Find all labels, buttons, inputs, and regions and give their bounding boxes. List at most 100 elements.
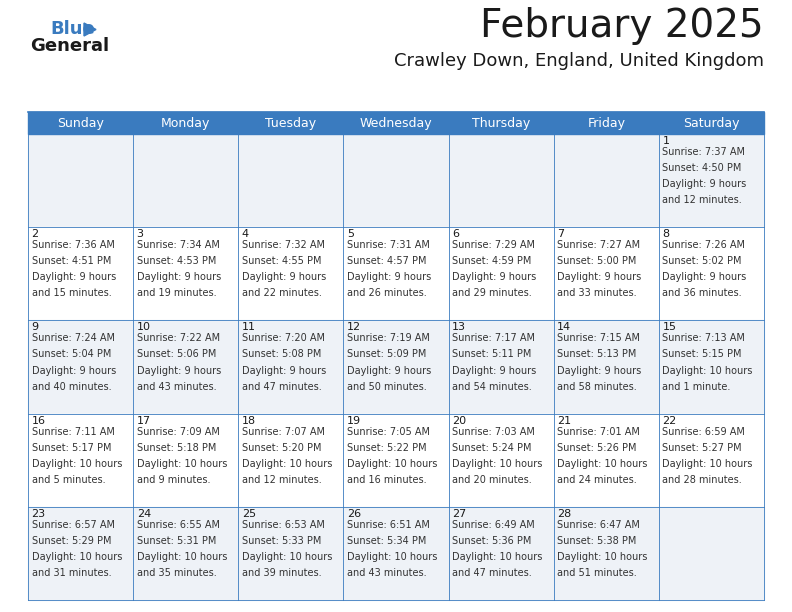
Text: Sunset: 5:09 PM: Sunset: 5:09 PM [347,349,426,359]
Text: Blue: Blue [50,20,95,38]
Text: Sunday: Sunday [57,116,104,130]
Text: and 31 minutes.: and 31 minutes. [32,568,111,578]
Bar [28,134,764,227]
Text: and 28 minutes.: and 28 minutes. [662,475,742,485]
Text: and 54 minutes.: and 54 minutes. [452,382,531,392]
Text: Sunrise: 7:11 AM: Sunrise: 7:11 AM [32,427,114,436]
Text: and 22 minutes.: and 22 minutes. [242,288,322,299]
Text: Daylight: 9 hours: Daylight: 9 hours [662,179,747,189]
Text: and 26 minutes.: and 26 minutes. [347,288,427,299]
Text: Sunrise: 7:09 AM: Sunrise: 7:09 AM [137,427,219,436]
Text: Daylight: 9 hours: Daylight: 9 hours [662,272,747,282]
Text: Daylight: 10 hours: Daylight: 10 hours [32,552,122,562]
Text: 3: 3 [137,230,143,239]
Text: Sunrise: 6:57 AM: Sunrise: 6:57 AM [32,520,115,530]
Text: and 9 minutes.: and 9 minutes. [137,475,210,485]
Text: Daylight: 9 hours: Daylight: 9 hours [242,272,326,282]
Bar [28,227,764,321]
Text: and 29 minutes.: and 29 minutes. [452,288,531,299]
Text: Daylight: 10 hours: Daylight: 10 hours [662,459,752,469]
Text: and 58 minutes.: and 58 minutes. [558,382,637,392]
Text: and 47 minutes.: and 47 minutes. [452,568,531,578]
Text: Sunset: 4:59 PM: Sunset: 4:59 PM [452,256,531,266]
Text: Sunrise: 7:05 AM: Sunrise: 7:05 AM [347,427,430,436]
Text: 19: 19 [347,416,361,425]
Text: Sunset: 5:27 PM: Sunset: 5:27 PM [662,442,742,453]
Text: Wednesday: Wednesday [360,116,432,130]
Text: Sunset: 5:17 PM: Sunset: 5:17 PM [32,442,111,453]
Text: Sunrise: 6:59 AM: Sunrise: 6:59 AM [662,427,745,436]
Text: Daylight: 9 hours: Daylight: 9 hours [347,272,431,282]
Text: Sunrise: 7:26 AM: Sunrise: 7:26 AM [662,240,745,250]
Text: General: General [30,37,109,55]
Text: Sunrise: 7:19 AM: Sunrise: 7:19 AM [347,334,430,343]
Text: Sunset: 5:11 PM: Sunset: 5:11 PM [452,349,531,359]
Text: and 12 minutes.: and 12 minutes. [662,195,742,205]
Text: and 20 minutes.: and 20 minutes. [452,475,531,485]
Text: 17: 17 [137,416,150,425]
Text: Sunrise: 7:03 AM: Sunrise: 7:03 AM [452,427,535,436]
Text: Sunset: 4:51 PM: Sunset: 4:51 PM [32,256,111,266]
Text: Sunset: 5:06 PM: Sunset: 5:06 PM [137,349,216,359]
Text: Sunrise: 7:20 AM: Sunrise: 7:20 AM [242,334,325,343]
Text: Sunrise: 7:31 AM: Sunrise: 7:31 AM [347,240,430,250]
Text: 4: 4 [242,230,249,239]
Text: and 33 minutes.: and 33 minutes. [558,288,637,299]
Text: Sunset: 5:20 PM: Sunset: 5:20 PM [242,442,322,453]
Text: Sunrise: 6:47 AM: Sunrise: 6:47 AM [558,520,640,530]
Text: and 12 minutes.: and 12 minutes. [242,475,322,485]
Text: 16: 16 [32,416,45,425]
Text: Sunset: 5:34 PM: Sunset: 5:34 PM [347,536,426,546]
Text: Daylight: 9 hours: Daylight: 9 hours [137,365,221,376]
Text: Daylight: 9 hours: Daylight: 9 hours [558,272,642,282]
Text: Sunset: 4:53 PM: Sunset: 4:53 PM [137,256,216,266]
Text: Sunrise: 7:13 AM: Sunrise: 7:13 AM [662,334,745,343]
Text: Daylight: 9 hours: Daylight: 9 hours [347,365,431,376]
Text: Daylight: 10 hours: Daylight: 10 hours [347,552,437,562]
Text: and 24 minutes.: and 24 minutes. [558,475,637,485]
Text: Daylight: 9 hours: Daylight: 9 hours [452,365,536,376]
Text: 7: 7 [558,230,565,239]
Text: Sunset: 5:18 PM: Sunset: 5:18 PM [137,442,216,453]
Text: and 39 minutes.: and 39 minutes. [242,568,322,578]
Text: and 51 minutes.: and 51 minutes. [558,568,637,578]
Text: 8: 8 [662,230,669,239]
Text: and 40 minutes.: and 40 minutes. [32,382,111,392]
Text: Sunset: 5:00 PM: Sunset: 5:00 PM [558,256,637,266]
Text: and 19 minutes.: and 19 minutes. [137,288,216,299]
Text: Monday: Monday [161,116,211,130]
Text: and 43 minutes.: and 43 minutes. [137,382,216,392]
Text: Sunrise: 7:29 AM: Sunrise: 7:29 AM [452,240,535,250]
Text: Friday: Friday [588,116,626,130]
Bar [28,414,764,507]
Text: 24: 24 [137,509,151,519]
Text: Daylight: 10 hours: Daylight: 10 hours [452,552,543,562]
Text: Daylight: 10 hours: Daylight: 10 hours [137,459,227,469]
Text: Daylight: 9 hours: Daylight: 9 hours [242,365,326,376]
Text: Sunrise: 7:34 AM: Sunrise: 7:34 AM [137,240,219,250]
Text: and 36 minutes.: and 36 minutes. [662,288,742,299]
Text: 11: 11 [242,323,256,332]
Text: 9: 9 [32,323,39,332]
Text: 5: 5 [347,230,354,239]
Text: Sunrise: 7:36 AM: Sunrise: 7:36 AM [32,240,114,250]
Text: Daylight: 9 hours: Daylight: 9 hours [452,272,536,282]
Text: Sunset: 5:02 PM: Sunset: 5:02 PM [662,256,742,266]
Text: 26: 26 [347,509,361,519]
Text: Sunset: 5:36 PM: Sunset: 5:36 PM [452,536,531,546]
Text: Sunrise: 6:55 AM: Sunrise: 6:55 AM [137,520,219,530]
Text: 22: 22 [662,416,676,425]
Text: February 2025: February 2025 [481,7,764,45]
Text: Daylight: 10 hours: Daylight: 10 hours [242,552,332,562]
Text: Thursday: Thursday [472,116,531,130]
Text: Sunrise: 6:53 AM: Sunrise: 6:53 AM [242,520,325,530]
Text: and 50 minutes.: and 50 minutes. [347,382,427,392]
Text: and 43 minutes.: and 43 minutes. [347,568,427,578]
Text: and 15 minutes.: and 15 minutes. [32,288,111,299]
Text: and 5 minutes.: and 5 minutes. [32,475,105,485]
Text: 12: 12 [347,323,361,332]
Text: Sunset: 4:55 PM: Sunset: 4:55 PM [242,256,322,266]
Text: Sunset: 5:38 PM: Sunset: 5:38 PM [558,536,637,546]
Text: Sunset: 5:13 PM: Sunset: 5:13 PM [558,349,637,359]
Text: Sunrise: 7:01 AM: Sunrise: 7:01 AM [558,427,640,436]
